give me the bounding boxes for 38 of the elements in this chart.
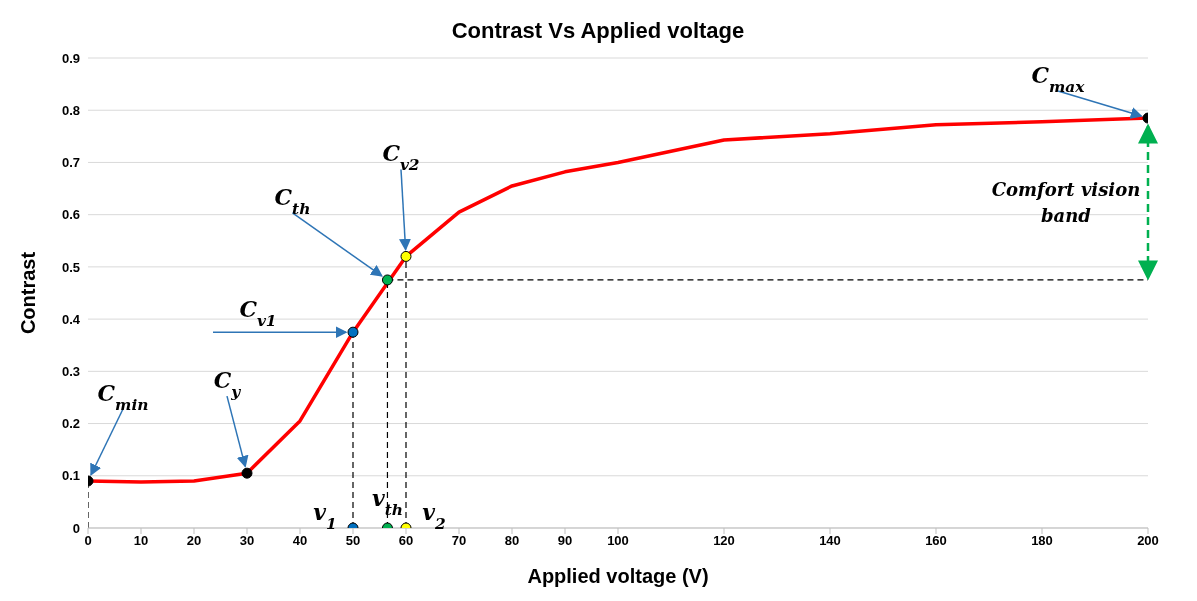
y-tick-label: 0.8 [61, 102, 80, 118]
x-tick-label: 20 [186, 533, 202, 549]
y-tick-label: 0.5 [61, 259, 80, 275]
x-tick-label: 0 [84, 533, 92, 549]
x-tick-label: 50 [345, 533, 361, 549]
y-tick-label: 0.2 [61, 416, 80, 432]
x-tick-label: 180 [1031, 533, 1053, 549]
annotation: C$_{v1}$ [239, 296, 277, 331]
x-tick-label: 10 [133, 533, 149, 549]
annotation: C$_{v2}$ [382, 140, 420, 175]
y-tick-label: 0.3 [61, 363, 80, 379]
x-tick-label: 40 [292, 533, 308, 549]
annotation: Comfort vision band [991, 179, 1141, 226]
x-tick-label: 70 [451, 533, 467, 549]
annotation: C$_{y}$ [213, 367, 242, 402]
x-tick-label: 160 [925, 533, 947, 549]
x-axis-title: Applied voltage (V) [527, 565, 709, 587]
x-tick-label: 90 [557, 533, 573, 549]
y-axis-title: Contrast [17, 251, 40, 335]
annotation: C$_{th}$ [274, 183, 311, 218]
y-tick-label: 0.7 [61, 155, 80, 171]
annotation: C$_{min}$ [97, 380, 149, 414]
x-tick-label: 60 [398, 533, 414, 549]
x-tick-label: 80 [504, 533, 520, 549]
annotation: v$_{2}$ [422, 499, 447, 533]
chart-title: Contrast Vs Applied voltage [451, 18, 745, 43]
y-tick-label: 0.1 [61, 468, 80, 484]
x-tick-label: 200 [1137, 533, 1159, 549]
y-tick-label: 0.6 [61, 207, 80, 223]
x-tick-label: 100 [607, 533, 629, 549]
y-tick-label: 0.9 [61, 50, 80, 66]
annotation: C$_{max}$ [1031, 62, 1086, 97]
x-tick-label: 140 [819, 533, 841, 549]
annotation: v$_{1}$ [313, 499, 337, 533]
x-tick-label: 30 [239, 533, 255, 549]
y-tick-label: 0 [72, 520, 80, 536]
x-tick-label: 120 [713, 533, 735, 549]
y-tick-label: 0.4 [61, 311, 81, 327]
